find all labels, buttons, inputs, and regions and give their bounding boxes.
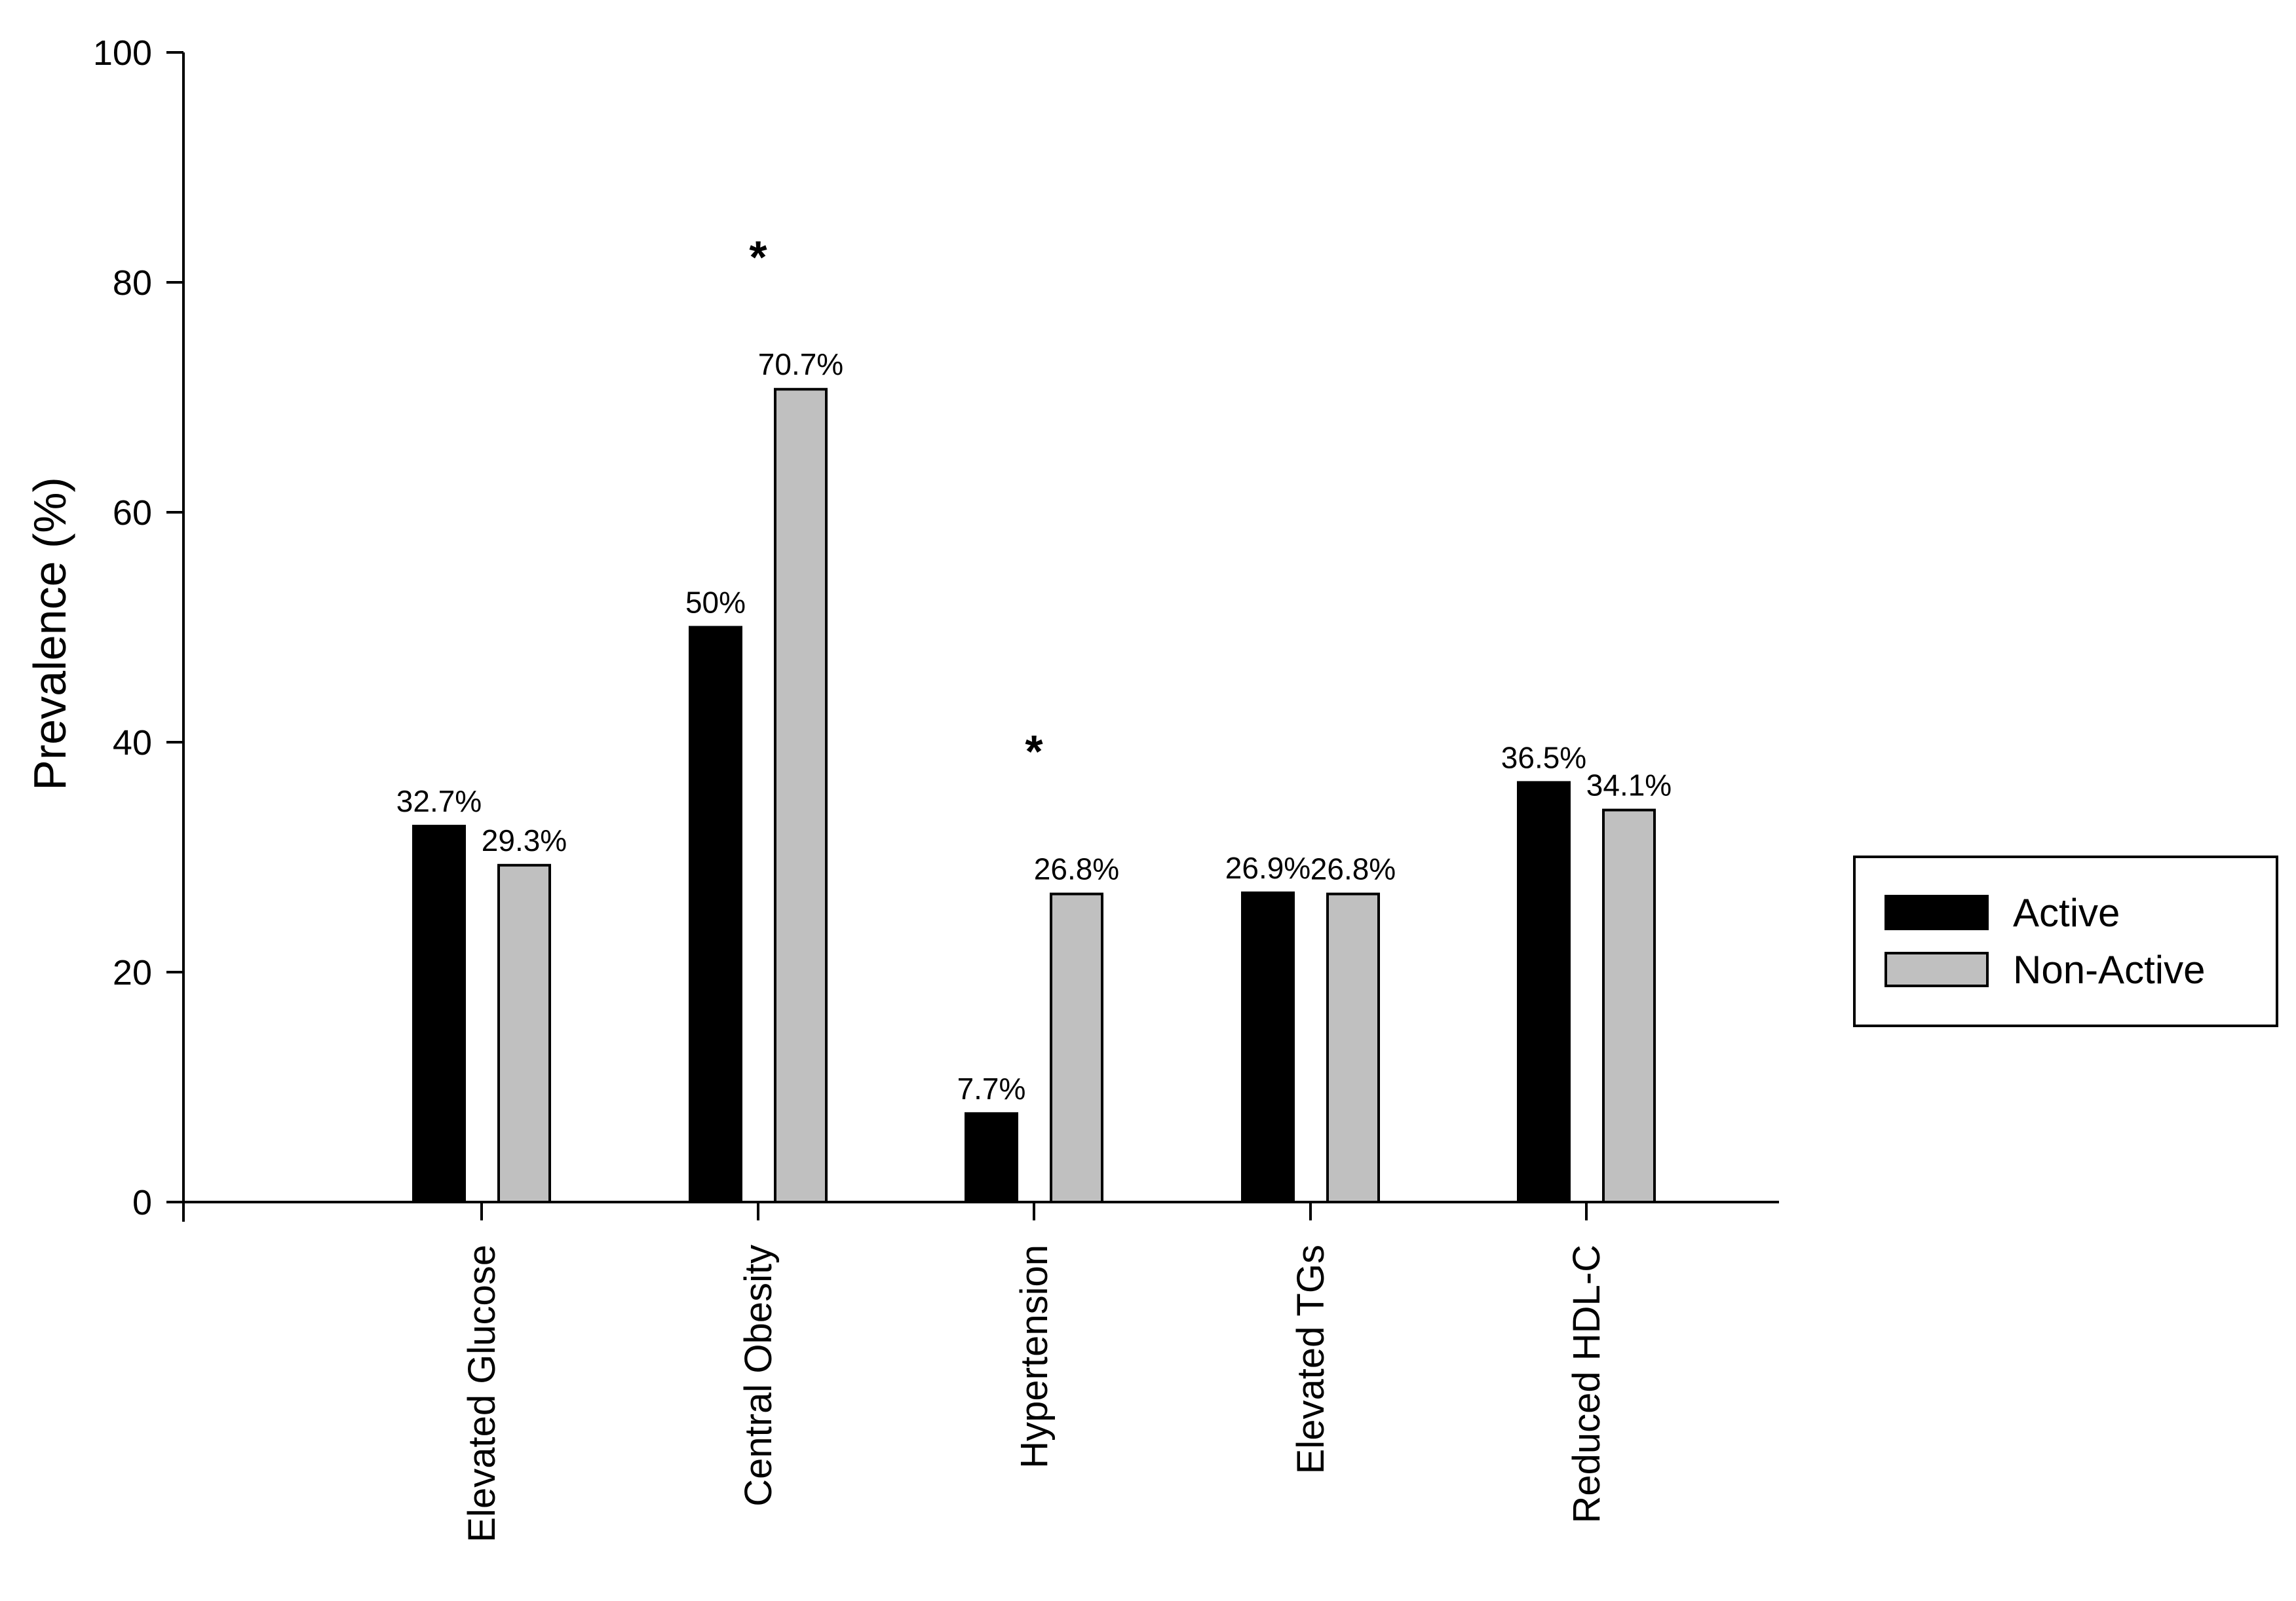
bar-active — [689, 626, 742, 1203]
legend: Active Non-Active — [1853, 856, 2278, 1027]
data-label: 26.9% — [1225, 851, 1311, 885]
y-tick-label: 100 — [93, 33, 152, 73]
y-tick-label: 80 — [113, 263, 152, 303]
y-tick-label: 40 — [113, 723, 152, 763]
data-label: 50% — [685, 586, 746, 620]
bar-non-active — [774, 388, 828, 1204]
data-label: 29.3% — [482, 823, 567, 857]
data-label: 7.7% — [957, 1072, 1026, 1106]
y-axis-title: Prevalence (%) — [24, 477, 75, 791]
bar-active — [412, 825, 466, 1203]
bars — [412, 388, 1656, 1204]
bar-active — [1241, 891, 1295, 1204]
x-tick-label: Elevated TGs — [1290, 1245, 1332, 1474]
significance-marker: * — [1025, 726, 1043, 777]
data-label: 26.8% — [1034, 852, 1119, 886]
bar-active — [1517, 781, 1571, 1204]
legend-swatch — [1885, 952, 1989, 987]
data-label: 26.8% — [1311, 852, 1396, 886]
bar-active — [965, 1112, 1018, 1203]
significance-marker: * — [749, 231, 767, 282]
data-label: 70.7% — [758, 347, 843, 381]
bar-non-active — [1602, 808, 1656, 1204]
x-tick-label: Reduced HDL-C — [1565, 1245, 1608, 1524]
x-tick-label: Elevated Glucose — [461, 1245, 503, 1543]
bar-non-active — [1050, 892, 1103, 1204]
legend-swatch — [1885, 895, 1989, 930]
y-tick-label: 20 — [113, 953, 152, 992]
y-tick-label: 0 — [132, 1183, 152, 1222]
data-label: 36.5% — [1501, 740, 1586, 774]
data-label: 34.1% — [1586, 768, 1672, 802]
axes: 0 20 40 60 80 100 Prevalence (%) Elevated Gluco… — [24, 33, 1779, 1543]
bar-non-active — [1326, 892, 1380, 1204]
y-tick-label: 60 — [113, 493, 152, 533]
data-labels: 32.7% 50% 7.7% 26.9% 36.5% 29.3% 70.7% 26.8% 26.… — [396, 231, 1672, 1106]
legend-label: Active — [2013, 891, 2120, 935]
bar-non-active — [497, 863, 551, 1204]
data-label: 32.7% — [396, 784, 482, 818]
legend-box — [1853, 856, 2278, 1027]
legend-label: Non-Active — [2013, 948, 2205, 992]
x-tick-label: Hypertension — [1013, 1245, 1056, 1469]
x-tick-label: Central Obesity — [737, 1245, 780, 1507]
